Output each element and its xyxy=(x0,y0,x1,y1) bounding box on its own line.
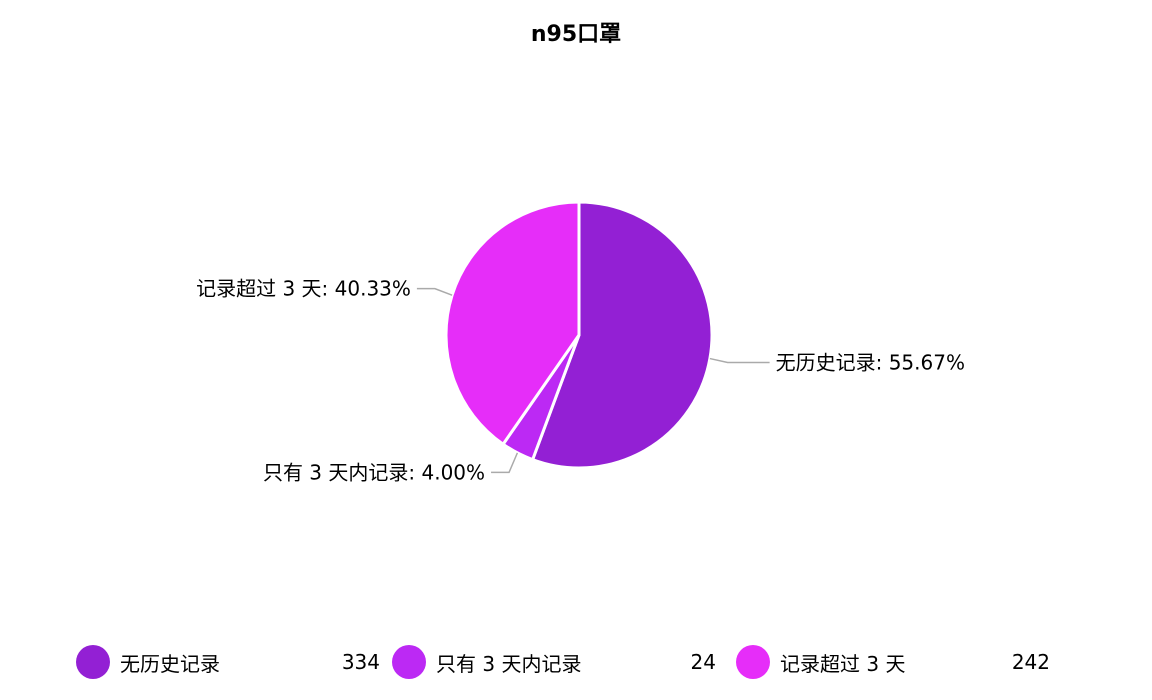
legend-item-over-3-days[interactable]: 记录超过 3 天 242 xyxy=(736,644,1056,680)
leader-line xyxy=(709,357,770,364)
legend-label: 无历史记录 xyxy=(120,651,220,676)
legend-label: 只有 3 天内记录 xyxy=(436,651,582,676)
legend-item-no-history[interactable]: 无历史记录 334 xyxy=(76,644,392,680)
legend-value: 334 xyxy=(341,650,380,674)
label-over-3-days: 记录超过 3 天: 40.33% xyxy=(196,277,411,301)
legend-swatch xyxy=(736,645,770,679)
legend-label: 记录超过 3 天 xyxy=(780,651,906,676)
legend-value: 242 xyxy=(1011,650,1050,674)
legend: 无历史记录 334 只有 3 天内记录 24 记录超过 3 天 242 xyxy=(76,644,1056,680)
chart-title: n95口罩 xyxy=(530,22,622,47)
slice-no-history[interactable] xyxy=(531,200,714,470)
label-no-history: 无历史记录: 55.67% xyxy=(776,350,965,374)
legend-swatch xyxy=(76,645,110,679)
leader-line xyxy=(416,287,453,296)
legend-swatch xyxy=(392,645,426,679)
leader-line xyxy=(491,452,519,474)
legend-value: 24 xyxy=(690,650,716,674)
legend-item-within-3-days[interactable]: 只有 3 天内记录 24 xyxy=(392,644,736,680)
label-within-3-days: 只有 3 天内记录: 4.00% xyxy=(263,460,485,484)
pie-chart: 无历史记录: 55.67% 只有 3 天内记录: 4.00% 记录超过 3 天: 4… xyxy=(196,200,965,484)
